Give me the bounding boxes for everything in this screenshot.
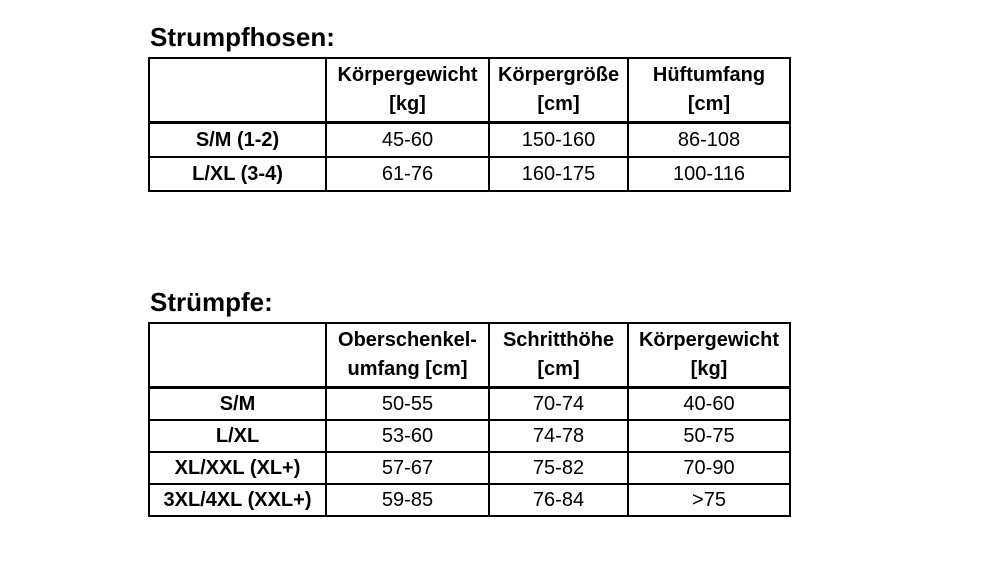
column-header-line1: Körpergewicht <box>638 329 780 351</box>
table-cell: 86-108 <box>627 121 791 158</box>
table-cell: 74-78 <box>488 419 629 453</box>
corner-header-cell <box>148 57 327 124</box>
table-cell: 45-60 <box>325 121 490 158</box>
table-row: 3XL/4XL (XXL+) 59-85 76-84 >75 <box>148 483 791 517</box>
column-header-line2: [cm] <box>537 93 580 115</box>
row-label: 3XL/4XL (XXL+) <box>148 483 327 517</box>
column-header-line1: Hüftumfang <box>652 64 766 86</box>
column-header-line2: [cm] <box>537 358 580 380</box>
table-cell: 40-60 <box>627 386 791 421</box>
table-cell: 53-60 <box>325 419 490 453</box>
strumpfhosen-title: Strumpfhosen: <box>150 22 335 52</box>
column-header-line1: Schritthöhe <box>502 329 615 351</box>
table-row: L/XL 53-60 74-78 50-75 <box>148 419 791 453</box>
column-header-line1: Körpergröße <box>497 64 620 86</box>
strumpfhosen-table: Körpergewicht [kg] Körpergröße [cm] Hüft… <box>148 57 791 192</box>
column-header-schritthoehe: Schritthöhe [cm] <box>488 322 629 389</box>
table-cell: 70-90 <box>627 451 791 485</box>
table-cell: 50-75 <box>627 419 791 453</box>
table-cell: 61-76 <box>325 156 490 192</box>
header-row: Körpergewicht [kg] Körpergröße [cm] Hüft… <box>148 57 791 124</box>
column-header-line2: [kg] <box>389 93 426 115</box>
table-cell: 75-82 <box>488 451 629 485</box>
column-header-koerpergewicht: Körpergewicht [kg] <box>325 57 490 124</box>
column-header-line2: [cm] <box>687 93 731 115</box>
row-label: S/M <box>148 386 327 421</box>
table-cell: 160-175 <box>488 156 629 192</box>
column-header-line1: Oberschenkel- <box>338 329 477 351</box>
column-header-line2: [kg] <box>690 358 728 380</box>
strumpfhosen-section: Strumpfhosen: Körpergewicht [kg] Körperg… <box>148 22 793 192</box>
corner-header-cell <box>148 322 327 389</box>
struempfe-title: Strümpfe: <box>150 287 273 317</box>
column-header-oberschenkelumfang: Oberschenkel- umfang [cm] <box>325 322 490 389</box>
table-cell: 150-160 <box>488 121 629 158</box>
column-header-line2: umfang [cm] <box>347 358 468 380</box>
table-cell: 76-84 <box>488 483 629 517</box>
column-header-hueftumfang: Hüftumfang [cm] <box>627 57 791 124</box>
row-label: S/M (1-2) <box>148 121 327 158</box>
struempfe-section: Strümpfe: Oberschenkel- umfang [cm] Schr… <box>148 287 793 517</box>
row-label: XL/XXL (XL+) <box>148 451 327 485</box>
table-cell: 70-74 <box>488 386 629 421</box>
struempfe-table: Oberschenkel- umfang [cm] Schritthöhe [c… <box>148 322 791 517</box>
table-cell: >75 <box>627 483 791 517</box>
row-label: L/XL (3-4) <box>148 156 327 192</box>
row-label: L/XL <box>148 419 327 453</box>
table-row: S/M (1-2) 45-60 150-160 86-108 <box>148 121 791 158</box>
table-cell: 57-67 <box>325 451 490 485</box>
table-cell: 100-116 <box>627 156 791 192</box>
column-header-koerpergroesse: Körpergröße [cm] <box>488 57 629 124</box>
table-row: L/XL (3-4) 61-76 160-175 100-116 <box>148 156 791 192</box>
header-row: Oberschenkel- umfang [cm] Schritthöhe [c… <box>148 322 791 389</box>
table-cell: 59-85 <box>325 483 490 517</box>
table-row: XL/XXL (XL+) 57-67 75-82 70-90 <box>148 451 791 485</box>
column-header-line1: Körpergewicht <box>337 64 478 86</box>
table-row: S/M 50-55 70-74 40-60 <box>148 386 791 421</box>
column-header-koerpergewicht: Körpergewicht [kg] <box>627 322 791 389</box>
table-cell: 50-55 <box>325 386 490 421</box>
